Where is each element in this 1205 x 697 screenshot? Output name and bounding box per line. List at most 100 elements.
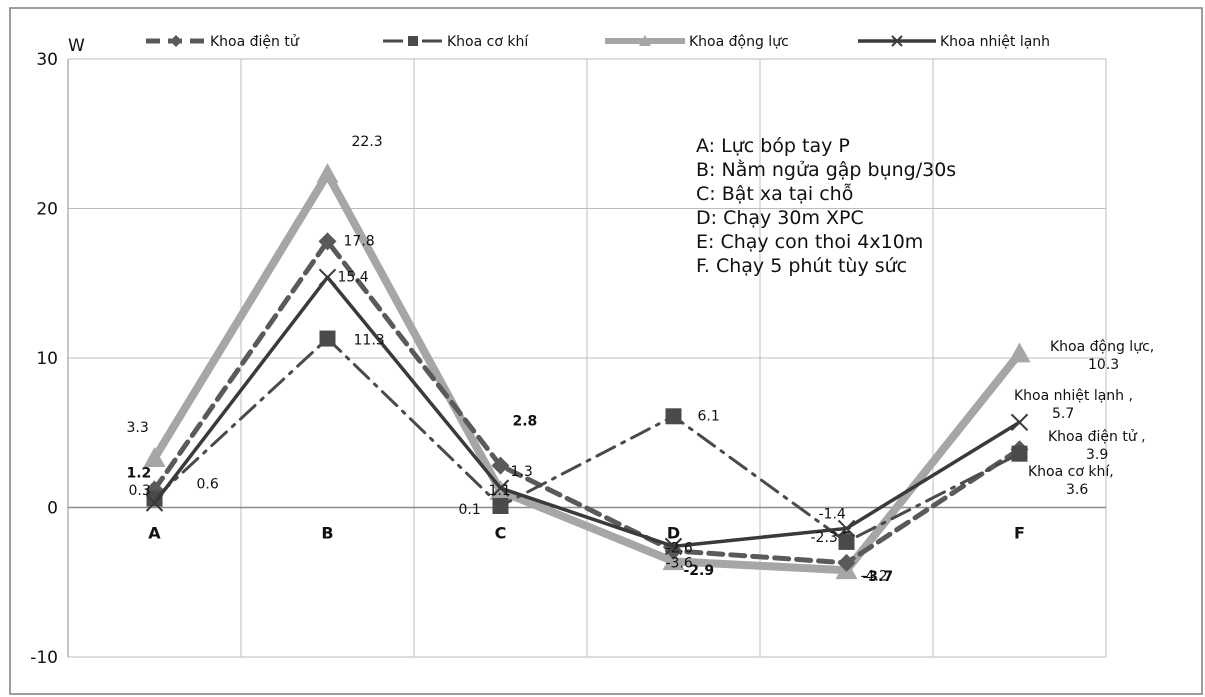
data-label-line: 0.1	[459, 502, 481, 518]
series-marker-diamond	[491, 456, 510, 475]
gridlines	[67, 58, 1107, 658]
data-label: 2.8	[513, 414, 538, 430]
data-label-line: 22.3	[352, 134, 383, 150]
x-tick-label: F	[1014, 524, 1025, 543]
series-marker-x	[491, 479, 510, 497]
series-marker-square	[1011, 445, 1028, 462]
data-label: -2.3	[811, 530, 838, 546]
y-tick-label: -10	[30, 648, 58, 668]
data-label: 17.8	[344, 233, 375, 249]
data-label-line: 2.8	[513, 414, 538, 430]
data-label-line: -2.9	[684, 563, 715, 579]
category-note: F. Chạy 5 phút tùy sức	[696, 255, 907, 277]
x-tick-label: C	[495, 524, 507, 543]
x-tick-label: E	[841, 524, 852, 543]
data-label: 1.1	[489, 483, 511, 499]
data-label-line: 11.3	[354, 333, 385, 349]
data-label-line: 3.9	[1086, 447, 1108, 463]
data-label-line: 3.6	[1066, 482, 1088, 498]
data-label-line: 17.8	[344, 233, 375, 249]
data-label-line: 15.4	[338, 269, 369, 285]
data-label: 1.3	[511, 464, 533, 480]
data-label-line: 1.2	[127, 466, 152, 482]
series-marker-square	[146, 490, 163, 507]
legend: Khoa điện tử Khoa cơ khí Khoa động lực Khoa…	[146, 34, 1050, 50]
series-line-2	[153, 337, 1021, 544]
series-marker-square	[665, 408, 682, 425]
legend-marker	[639, 35, 651, 46]
data-label: 11.3	[354, 333, 385, 349]
series-marker-square	[492, 498, 509, 515]
x-tick-label: A	[148, 524, 161, 543]
data-label: Khoa động lực, 10.3	[1050, 339, 1154, 373]
data-label-line: 0.6	[197, 477, 219, 493]
data-label: -4.2	[861, 568, 888, 584]
y-axis-unit-label: W	[68, 36, 85, 56]
data-label: 3.3	[127, 420, 149, 436]
category-note: D: Chạy 30m XPC	[696, 207, 864, 229]
legend-label: Khoa động lực	[689, 34, 789, 50]
data-label: 6.1	[698, 408, 720, 424]
chart-frame	[9, 7, 1203, 695]
category-note: C: Bật xa tại chỗ	[696, 182, 853, 205]
series-marker-diamond	[837, 553, 856, 572]
data-label: 1.2	[127, 466, 152, 482]
legend-marker	[170, 35, 182, 47]
data-label-line: Khoa cơ khí,	[1028, 464, 1114, 480]
data-label-line: -3.7	[863, 569, 894, 585]
legend-label: Khoa cơ khí	[447, 34, 529, 50]
data-label-line: 10.3	[1088, 357, 1119, 373]
series-line-4	[152, 275, 1022, 549]
data-label: -1.4	[819, 506, 846, 522]
category-notes: A: Lực bóp tay PB: Nằm ngửa gập bụng/30s…	[696, 135, 956, 277]
series-lines	[143, 163, 1031, 580]
data-label: 0.1	[459, 502, 481, 518]
series-marker-x	[318, 268, 337, 286]
data-label: 0.3	[129, 483, 151, 499]
series-line-1	[152, 238, 1022, 566]
data-label-line: Khoa điện tử ,	[1048, 429, 1146, 445]
series-marker-square	[319, 330, 336, 347]
series-marker-diamond	[318, 232, 337, 251]
data-label-line: -2.6	[666, 540, 693, 556]
data-label: -3.6	[666, 555, 693, 571]
data-label: 15.4	[338, 269, 369, 285]
data-label-line: -3.6	[666, 555, 693, 571]
category-note: A: Lực bóp tay P	[696, 135, 850, 157]
data-label-line: 1.1	[489, 483, 511, 499]
data-label: -2.9	[684, 563, 715, 579]
y-tick-label: 20	[36, 200, 58, 220]
data-label: -2.6	[666, 540, 693, 556]
y-tick-label: 10	[36, 349, 58, 369]
data-label-line: 6.1	[698, 408, 720, 424]
data-label: Khoa điện tử , 3.9	[1048, 429, 1146, 463]
category-note: E: Chạy con thoi 4x10m	[696, 231, 923, 253]
data-label-line: Khoa nhiệt lạnh ,	[1014, 388, 1133, 404]
series-marker-x	[664, 537, 683, 556]
series-marker-triangle	[1008, 342, 1031, 363]
data-label: 0.6	[197, 477, 219, 493]
data-label-line: Khoa động lực,	[1050, 339, 1154, 355]
data-label: Khoa cơ khí, 3.6	[1028, 464, 1114, 498]
series-marker-x	[837, 519, 856, 538]
data-label-line: -2.3	[811, 530, 838, 546]
legend-label: Khoa điện tử	[210, 34, 300, 50]
data-label: 22.3	[352, 134, 383, 150]
series-marker-x	[145, 494, 164, 512]
y-tick-label: 0	[47, 499, 58, 519]
x-tick-label: D	[667, 524, 680, 543]
series-marker-triangle	[143, 447, 166, 467]
legend-label: Khoa nhiệt lạnh	[940, 34, 1050, 50]
data-label-line: 3.3	[127, 420, 149, 436]
x-tick-label: B	[321, 524, 333, 543]
series-marker-square	[838, 533, 855, 550]
category-note: B: Nằm ngửa gập bụng/30s	[696, 158, 956, 181]
y-tick-label: 30	[36, 50, 58, 70]
data-label: Khoa nhiệt lạnh , 5.7	[1014, 388, 1133, 422]
data-label-line: 0.3	[129, 483, 151, 499]
series-marker-triangle	[662, 550, 685, 571]
series-marker-x	[1010, 413, 1029, 431]
legend-marker	[891, 35, 903, 47]
